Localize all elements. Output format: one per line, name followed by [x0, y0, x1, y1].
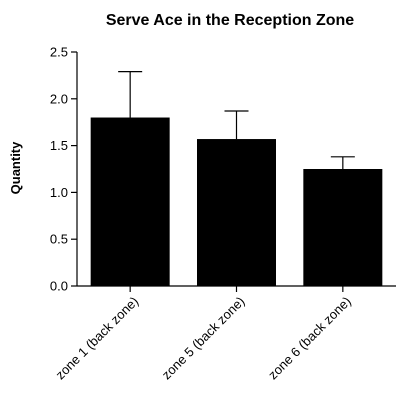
bar [303, 169, 383, 286]
y-tick-label: 2.5 [50, 45, 68, 60]
y-ticks: 0.0 0.5 1.0 1.5 2.0 2.5 [50, 45, 77, 294]
x-tick-label: zone 6 (back zone) [265, 294, 354, 383]
y-tick-label: 1.5 [50, 138, 68, 153]
y-axis-label: Quantity [8, 141, 23, 194]
x-tick-labels: zone 1 (back zone) zone 5 (back zone) zone… [52, 286, 354, 383]
chart-title: Serve Ace in the Reception Zone [106, 12, 354, 29]
bar [90, 117, 170, 287]
x-tick-label: zone 5 (back zone) [159, 294, 248, 383]
bars [90, 117, 383, 287]
x-tick-label: zone 1 (back zone) [52, 294, 141, 383]
y-tick-label: 1.0 [50, 185, 68, 200]
bar [197, 139, 276, 286]
y-tick-label: 0.5 [50, 232, 68, 247]
y-tick-label: 2.0 [50, 91, 68, 106]
error-bars [118, 71, 355, 169]
y-tick-label: 0.0 [50, 279, 68, 294]
